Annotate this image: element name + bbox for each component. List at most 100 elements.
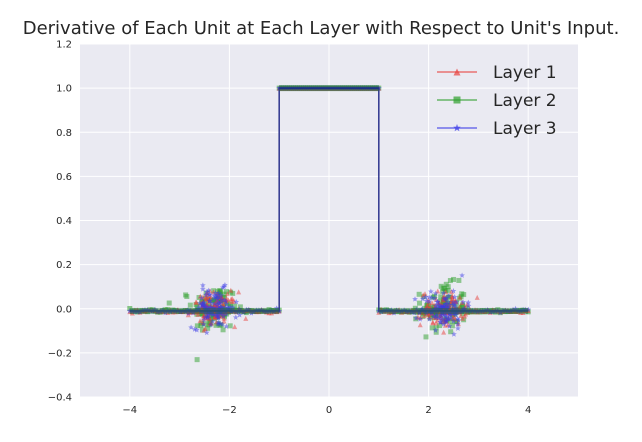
- y-tick-label: 1.2: [56, 40, 72, 51]
- data-point: [426, 298, 433, 304]
- data-point: [458, 294, 464, 300]
- data-point: [463, 311, 469, 317]
- data-point: [232, 303, 238, 309]
- data-point: [413, 315, 419, 321]
- data-point: [520, 310, 526, 316]
- x-tick-labels: −4 −2 0 2 4: [122, 405, 531, 416]
- series-layer: [126, 85, 532, 363]
- data-point: [449, 310, 456, 317]
- data-point: [215, 290, 222, 296]
- data-point: [487, 309, 494, 315]
- data-point: [460, 303, 466, 309]
- data-point: [437, 323, 443, 329]
- data-point: [129, 310, 135, 316]
- data-point: [446, 323, 453, 329]
- data-point: [201, 303, 208, 310]
- data-point: [433, 314, 439, 320]
- data-point: [190, 309, 196, 316]
- data-point: [206, 310, 213, 316]
- data-point: [203, 309, 209, 316]
- data-point: [227, 307, 233, 313]
- data-point: [391, 310, 397, 316]
- data-point: [213, 311, 219, 317]
- data-point: [215, 319, 222, 325]
- data-point: [453, 298, 460, 305]
- data-point: [450, 318, 457, 324]
- data-point: [431, 307, 437, 313]
- data-point: [445, 316, 452, 322]
- x-tick-label: 0: [326, 405, 332, 416]
- data-point: [192, 307, 199, 313]
- data-point: [452, 312, 459, 318]
- data-point: [459, 272, 465, 278]
- data-point: [432, 327, 439, 333]
- data-point: [197, 300, 203, 306]
- data-point: [437, 304, 444, 310]
- data-point: [441, 311, 447, 318]
- data-point: [223, 323, 230, 329]
- data-point: [209, 318, 216, 324]
- data-point: [191, 326, 198, 332]
- data-point: [456, 304, 462, 310]
- data-point: [445, 292, 452, 299]
- data-point: [195, 307, 201, 313]
- data-point: [438, 294, 444, 300]
- data-point: [460, 299, 466, 305]
- y-tick-label: −0.2: [48, 348, 72, 359]
- data-point: [443, 281, 449, 287]
- data-point: [256, 307, 262, 313]
- data-point: [199, 301, 206, 308]
- data-point: [222, 282, 228, 288]
- data-point: [393, 307, 400, 313]
- data-point: [159, 307, 166, 313]
- data-point: [401, 307, 407, 313]
- data-point: [425, 303, 431, 309]
- data-point: [450, 299, 457, 305]
- data-point: [450, 288, 457, 294]
- baseline-band-left: [129, 307, 280, 314]
- data-point: [447, 278, 453, 284]
- data-point: [215, 298, 221, 305]
- data-point: [243, 306, 250, 313]
- data-point: [433, 329, 439, 335]
- y-tick-label: −0.4: [48, 393, 72, 404]
- data-point: [216, 294, 223, 300]
- data-point: [185, 312, 191, 318]
- data-point: [429, 294, 435, 301]
- data-point: [273, 305, 280, 311]
- data-point: [206, 305, 212, 311]
- data-point: [202, 291, 209, 298]
- data-point: [430, 319, 436, 325]
- data-point: [428, 306, 434, 313]
- data-point: [237, 304, 243, 310]
- legend-label: Layer 2: [493, 91, 557, 111]
- data-point: [211, 305, 217, 311]
- chart-title: Derivative of Each Unit at Each Layer wi…: [22, 18, 620, 39]
- data-point: [438, 312, 445, 319]
- data-point: [461, 305, 468, 312]
- data-point: [205, 287, 212, 293]
- data-point: [522, 306, 529, 313]
- data-point: [430, 313, 437, 319]
- data-point: [228, 287, 234, 293]
- data-point: [220, 327, 226, 333]
- data-point: [448, 329, 454, 335]
- data-point: [423, 334, 429, 340]
- data-point: [458, 312, 464, 318]
- data-point: [429, 304, 435, 310]
- data-point: [218, 296, 225, 302]
- data-point: [423, 298, 430, 304]
- data-point: [446, 301, 453, 308]
- legend-item: Layer 1: [437, 63, 557, 83]
- data-point: [437, 311, 444, 318]
- data-point: [416, 291, 422, 297]
- data-point: [236, 312, 243, 318]
- data-point: [201, 327, 207, 333]
- x-tick-label: 4: [525, 405, 531, 416]
- data-point: [166, 300, 172, 306]
- data-point: [201, 316, 207, 323]
- data-point: [230, 304, 236, 311]
- data-point: [195, 304, 202, 311]
- legend-marker: [453, 68, 461, 76]
- data-point: [197, 318, 203, 324]
